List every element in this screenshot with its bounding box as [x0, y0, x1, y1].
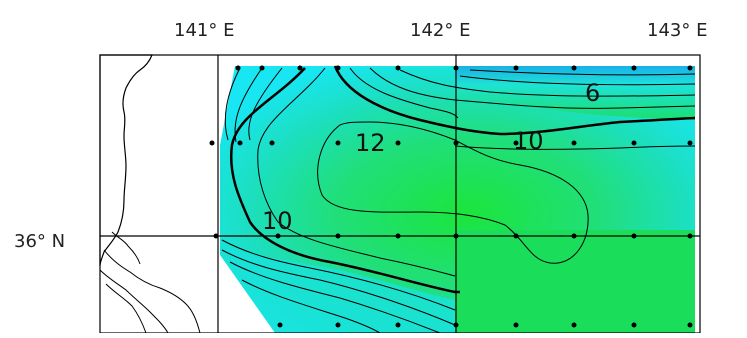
south-east-warm-band: [455, 230, 695, 333]
contour-label-10-west: 10: [262, 207, 293, 235]
contour-line: [230, 67, 460, 294]
station-dot: [687, 65, 693, 71]
station-dot: [513, 140, 519, 146]
contour-line: [459, 75, 696, 86]
station-dot: [395, 65, 401, 71]
contour-line: [349, 67, 459, 119]
contour-line: [224, 67, 241, 141]
station-dots: [209, 65, 693, 328]
station-dot: [335, 322, 341, 328]
station-dot: [687, 140, 693, 146]
contour-line: [399, 69, 696, 97]
contour-line: [248, 67, 283, 141]
contour-line: [369, 67, 696, 109]
contour-line: [229, 261, 441, 333]
contour-line: [454, 145, 696, 150]
station-dot: [687, 322, 693, 328]
station-dot: [235, 65, 241, 71]
station-dot: [571, 322, 577, 328]
station-dot: [269, 140, 275, 146]
contour-line: [257, 67, 456, 277]
station-dot: [631, 322, 637, 328]
contour-label-6: 6: [585, 79, 600, 107]
lon-label-141: 141° E: [174, 20, 234, 41]
station-dot: [631, 140, 637, 146]
contour-line: [241, 279, 381, 333]
station-dot: [631, 65, 637, 71]
station-dot: [209, 140, 215, 146]
station-dot: [571, 65, 577, 71]
station-dot: [259, 65, 265, 71]
station-dot: [571, 140, 577, 146]
lon-label-142: 142° E: [410, 20, 470, 41]
station-dot: [513, 65, 519, 71]
coast-detail: [105, 283, 147, 334]
station-dot: [335, 65, 341, 71]
lat-label-36: 36° N: [14, 231, 65, 252]
contour-label-group: 6 10 12 10: [262, 79, 600, 235]
station-dot: [277, 322, 283, 328]
station-dot: [297, 65, 303, 71]
contour-line: [317, 121, 589, 264]
south-west-cold-band: [222, 245, 455, 333]
coast-detail: [103, 249, 201, 334]
station-dot: [237, 140, 243, 146]
lon-label-143: 143° E: [647, 20, 707, 41]
station-dot: [395, 140, 401, 146]
contour-line: [221, 239, 456, 311]
contour-line: [469, 69, 696, 76]
station-dot: [395, 322, 401, 328]
contour-lines: [221, 65, 696, 333]
coast-detail: [99, 269, 169, 334]
contour-label-12: 12: [355, 129, 386, 157]
north-east-cold-band: [455, 66, 695, 120]
land-area: [99, 54, 153, 267]
contour-line: [333, 65, 696, 136]
coastline: [99, 54, 201, 334]
contour-label-10-east: 10: [513, 127, 544, 155]
station-dot: [513, 322, 519, 328]
axis-labels: 141° E 142° E 143° E 36° N: [14, 20, 707, 252]
station-dot: [335, 140, 341, 146]
coast-detail: [111, 231, 141, 265]
sea-field: [220, 66, 695, 333]
contour-line: [221, 249, 456, 326]
